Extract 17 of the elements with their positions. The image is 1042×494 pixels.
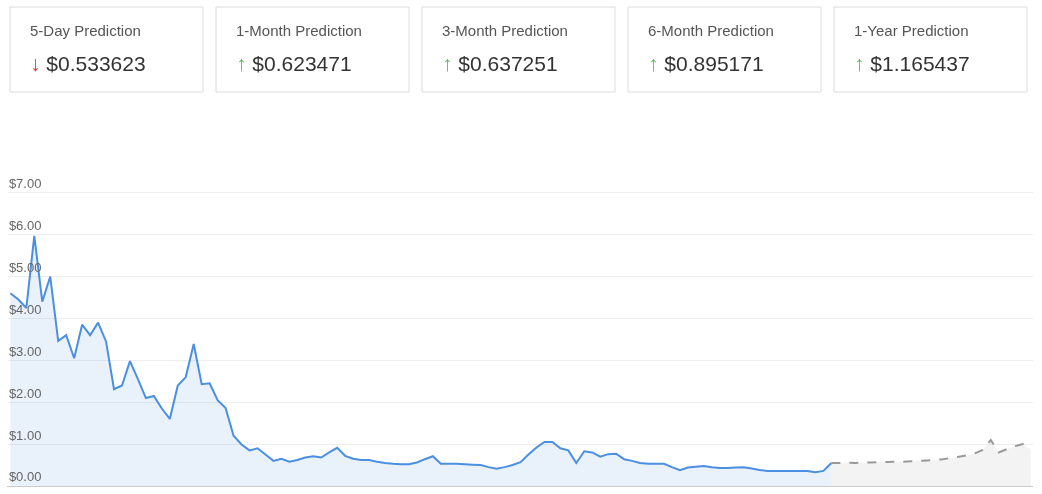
annotation: 6-Month Prediction (648, 22, 774, 39)
annotation: ↑ $0.623471 (236, 52, 352, 75)
y-tick-label: $6.00 (8, 218, 42, 234)
annotation: 5-Day Prediction (30, 22, 141, 39)
annotation: ↑ $0.895171 (648, 52, 764, 75)
annotation: ↑ $1.165437 (854, 52, 970, 75)
y-tick-label: $1.00 (8, 427, 42, 443)
annotation: ↓ $0.533623 (30, 52, 146, 75)
annotation: 1-Year Prediction (854, 22, 969, 39)
y-tick-label: $7.00 (8, 176, 42, 192)
y-tick-label: $4.00 (8, 301, 42, 317)
y-tick-label: $3.00 (8, 343, 42, 359)
annotation: 1-Month Prediction (236, 22, 362, 39)
y-tick-label: $0.00 (8, 469, 42, 485)
y-tick-label: $2.00 (8, 385, 42, 401)
annotation: ↑ $0.637251 (442, 52, 558, 75)
annotation: 3-Month Prediction (442, 22, 568, 39)
